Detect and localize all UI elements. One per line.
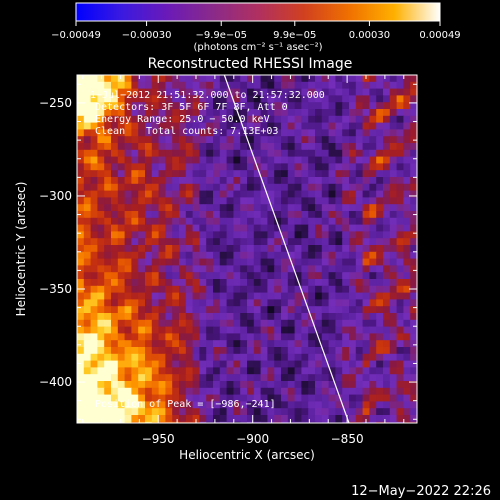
annotation-time-range: 1−Jul−2012 21:51:32.000 to 21:57:32.000 bbox=[90, 90, 325, 101]
axes: −950 −900 −850 −250 −300 −350 −400 bbox=[39, 75, 417, 446]
colorbar-tick-label: −0.00049 bbox=[51, 30, 101, 41]
annotation-energy-range: Energy Range: 25.0 − 50.0 keV bbox=[95, 114, 270, 125]
plot-frame bbox=[76, 74, 418, 424]
heatmap-image bbox=[77, 75, 417, 423]
x-axis-label: Heliocentric X (arcsec) bbox=[179, 448, 315, 462]
colorbar-ticks: −0.00049 −0.00030 −9.9e−05 9.9e−05 0.00030 0.… bbox=[51, 21, 461, 41]
colorbar-tick-label: 0.00030 bbox=[349, 30, 390, 41]
annotation-clean: Clean bbox=[95, 126, 125, 137]
colorbar-tick-label: 0.00049 bbox=[419, 30, 460, 41]
colorbar bbox=[75, 2, 441, 22]
colorbar-unit-label: (photons cm⁻² s⁻¹ asec⁻²) bbox=[193, 42, 322, 53]
x-tick-label: −950 bbox=[142, 432, 175, 446]
colorbar-tick-label: −0.00030 bbox=[122, 30, 172, 41]
colorbar-tick-label: 9.9e−05 bbox=[273, 30, 316, 41]
y-axis-label: Heliocentric Y (arcsec) bbox=[14, 182, 28, 317]
x-tick-label: −850 bbox=[331, 432, 364, 446]
footer-timestamp: 12−May−2022 22:26 bbox=[351, 484, 491, 499]
y-tick-label: −250 bbox=[39, 96, 72, 110]
annotation-detectors: Detectors: 3F 5F 6F 7F 8F, Att 0 bbox=[95, 102, 288, 113]
solar-limb-line bbox=[223, 74, 350, 424]
annotation-total-counts: Total counts: 7.13E+03 bbox=[146, 126, 278, 137]
colorbar-tick-label: −9.9e−05 bbox=[195, 30, 247, 41]
y-tick-label: −300 bbox=[39, 189, 72, 203]
chart-title: Reconstructed RHESSI Image bbox=[148, 56, 353, 72]
y-tick-label: −350 bbox=[39, 282, 72, 296]
y-tick-label: −400 bbox=[39, 375, 72, 389]
x-tick-label: −900 bbox=[236, 432, 269, 446]
annotation-peak-position: Position of Peak = [−986,−241] bbox=[95, 399, 276, 410]
